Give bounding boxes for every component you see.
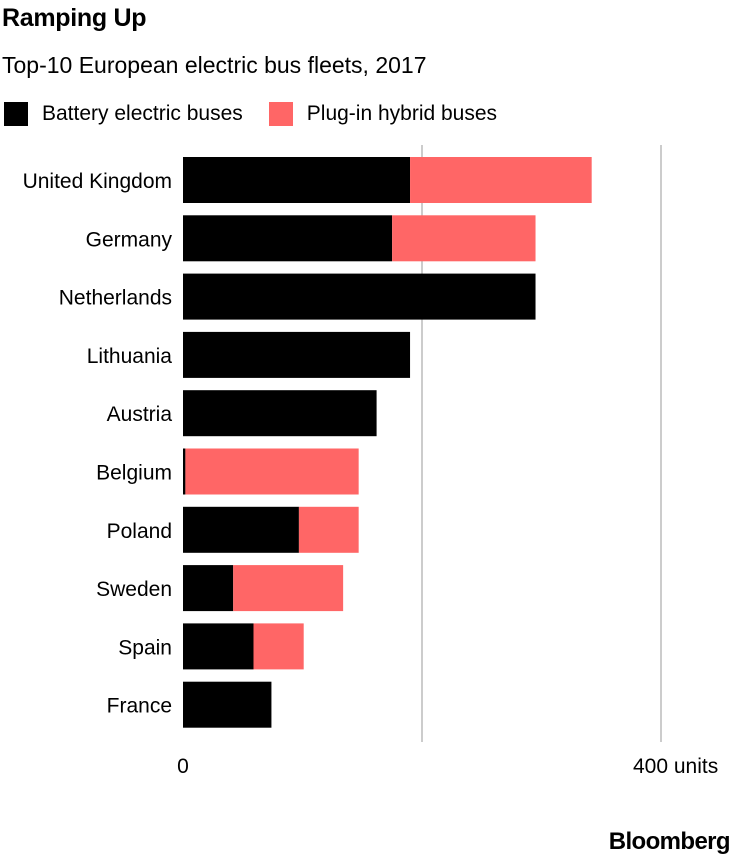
legend: Battery electric buses Plug-in hybrid bu… <box>4 100 523 128</box>
bar-plugin <box>253 623 304 670</box>
category-label: Sweden <box>96 578 172 601</box>
bar-battery <box>183 681 272 728</box>
bar-battery <box>183 565 234 612</box>
legend-swatch-plugin <box>268 102 293 126</box>
category-label: Belgium <box>96 462 172 485</box>
bar-plugin <box>185 448 359 495</box>
legend-label-battery: Battery electric buses <box>42 102 243 125</box>
bar-battery <box>183 273 536 320</box>
bar-battery <box>183 215 393 262</box>
bar-battery <box>183 157 411 203</box>
bar-plugin <box>233 565 344 612</box>
bar-plugin <box>392 215 536 262</box>
chart-title: Ramping Up <box>2 4 147 32</box>
chart-subtitle: Top-10 European electric bus fleets, 201… <box>2 52 427 78</box>
bar-battery <box>183 506 299 553</box>
category-label: Lithuania <box>87 345 173 368</box>
category-label: United Kingdom <box>23 170 172 193</box>
category-label: France <box>107 695 172 718</box>
category-label: Poland <box>107 520 172 543</box>
category-label: Germany <box>86 228 173 251</box>
legend-item-plugin: Plug-in hybrid buses <box>268 102 498 126</box>
legend-label-plugin: Plug-in hybrid buses <box>306 102 498 125</box>
bar-battery <box>183 623 254 670</box>
x-tick-label: 0 <box>177 755 189 778</box>
bloomberg-logo: Bloomberg <box>608 828 731 855</box>
bar-battery <box>183 448 186 495</box>
bar-battery <box>183 390 377 437</box>
x-tick-label: 400 units <box>633 755 718 778</box>
legend-swatch-battery <box>4 102 28 126</box>
bar-plugin <box>410 157 592 203</box>
category-label: Netherlands <box>59 287 172 310</box>
bar-battery <box>183 331 411 378</box>
bar-plugin <box>298 506 359 553</box>
legend-item-battery: Battery electric buses <box>4 102 243 126</box>
category-label: Austria <box>107 403 173 426</box>
category-label: Spain <box>118 636 172 659</box>
